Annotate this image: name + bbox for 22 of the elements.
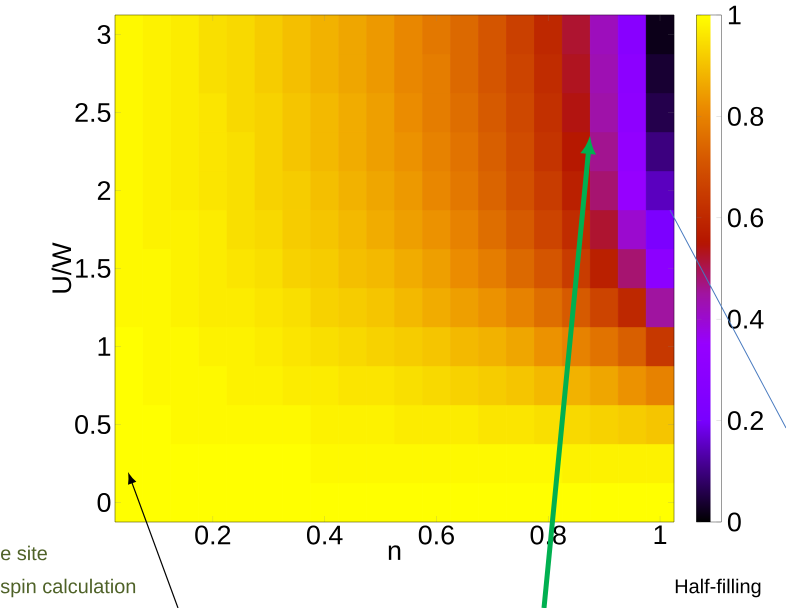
text: Half-filling xyxy=(676,578,760,598)
x-tick-label: 0.4 xyxy=(306,526,343,545)
y-tick-label: 2 xyxy=(98,181,110,200)
y-tick-label: 1.5 xyxy=(76,259,110,278)
color-bar-label: 0.4 xyxy=(728,310,764,329)
x-tick-label: 0.6 xyxy=(418,526,454,545)
color-bar-label: 0.6 xyxy=(728,208,764,228)
y-tick-label: 3 xyxy=(98,24,110,44)
y-tick-label: 2.5 xyxy=(75,102,110,122)
text: spin calculation xyxy=(0,578,136,598)
x-tick-label: 0.2 xyxy=(195,526,230,545)
color-bar-label: 1 xyxy=(728,6,741,24)
x-axis-title: n xyxy=(388,545,400,560)
color-bar-label: 0.8 xyxy=(728,106,764,126)
y-tick-label: 0 xyxy=(98,492,110,512)
color-bar-label: 0 xyxy=(728,512,741,532)
y-axis-title: U/W xyxy=(51,242,72,293)
text: e site xyxy=(1,546,47,560)
x-tick-label: 1 xyxy=(654,526,666,544)
y-tick-label: 0.5 xyxy=(75,414,110,434)
color-bar-label: 0.2 xyxy=(728,411,763,430)
y-tick-label: 1 xyxy=(98,337,110,356)
